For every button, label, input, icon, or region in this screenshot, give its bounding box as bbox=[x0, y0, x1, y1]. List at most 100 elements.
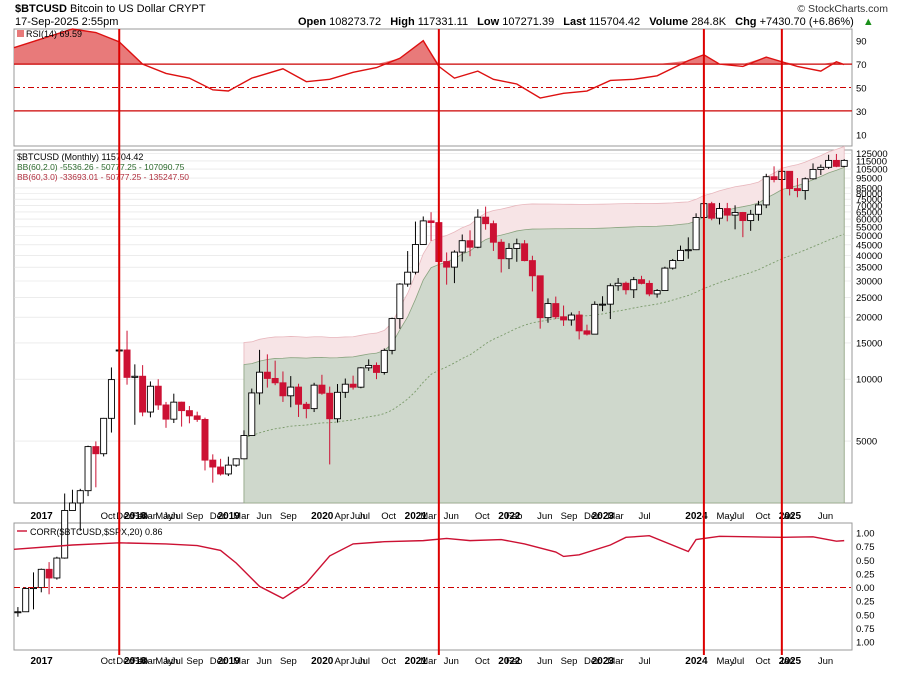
x-axis-label: Jul bbox=[732, 656, 744, 667]
x-axis-label: Apr bbox=[335, 511, 350, 522]
candle-body bbox=[606, 285, 614, 305]
candle-body bbox=[560, 316, 568, 321]
corr-tick-label: 0.75 bbox=[856, 624, 875, 635]
price-tick-label: 30000 bbox=[856, 277, 882, 288]
candle-body bbox=[552, 303, 560, 318]
candle-body bbox=[139, 375, 147, 413]
candle-body bbox=[489, 223, 497, 243]
candle-body bbox=[310, 384, 318, 410]
candle-body bbox=[318, 384, 326, 394]
x-axis-label: Feb bbox=[132, 511, 148, 522]
x-axis-label: Mar bbox=[233, 656, 249, 667]
candle-body bbox=[630, 279, 638, 291]
x-axis-label: Jun bbox=[163, 656, 178, 667]
candle-body bbox=[365, 364, 373, 369]
rsi-overbought-fill bbox=[14, 29, 845, 65]
quote-label-open: Open bbox=[298, 16, 330, 28]
candle-body bbox=[411, 244, 419, 273]
candle-body bbox=[427, 220, 435, 224]
x-axis-label: 2023 bbox=[592, 656, 615, 667]
price-tick-label: 35000 bbox=[856, 263, 882, 274]
x-axis-label: 2021 bbox=[405, 656, 428, 667]
quote-strip: Open 108273.72 High 117331.11 Low 107271… bbox=[298, 16, 874, 28]
candle-body bbox=[497, 241, 505, 260]
candle-body bbox=[107, 379, 115, 419]
bb-middle-line bbox=[243, 233, 845, 438]
candle-body bbox=[474, 216, 482, 248]
rsi-tick-label: 50 bbox=[856, 84, 867, 95]
x-axis-label: Jun bbox=[444, 656, 459, 667]
price-tick-label: 105000 bbox=[856, 165, 888, 176]
change-up-icon: ▲ bbox=[862, 16, 874, 28]
x-axis-label: Jul bbox=[358, 656, 370, 667]
candle-body bbox=[817, 166, 825, 170]
corr-tick-label: 0.75 bbox=[856, 542, 875, 553]
candle-body bbox=[232, 458, 240, 466]
candle-body bbox=[832, 159, 840, 167]
candle-body bbox=[762, 176, 770, 206]
candle-body bbox=[825, 159, 833, 168]
x-axis-label: Jun bbox=[257, 656, 272, 667]
x-axis-label: Dec bbox=[210, 511, 227, 522]
candle-body bbox=[684, 249, 692, 252]
x-axis-label: 2019 bbox=[218, 511, 241, 522]
candle-body bbox=[256, 371, 264, 394]
candle-body bbox=[388, 318, 396, 351]
candle-body bbox=[599, 303, 607, 306]
symbol: $BTCUSD bbox=[15, 3, 67, 15]
chart-title: $BTCUSD Bitcoin to US Dollar CRYPT bbox=[15, 3, 206, 15]
quote-value-high: 117331.11 bbox=[417, 16, 472, 28]
x-axis-label: May bbox=[155, 511, 173, 522]
bb3-legend: BB(60,3.0) -33693.01 - 50777.25 - 135247… bbox=[17, 172, 189, 182]
price-tick-label: 80000 bbox=[856, 189, 882, 200]
candle-body bbox=[801, 178, 809, 192]
candle-body bbox=[217, 466, 225, 475]
x-axis-label: 2021 bbox=[405, 511, 428, 522]
x-axis-label: Mar bbox=[140, 656, 156, 667]
x-axis-label: Jun bbox=[444, 511, 459, 522]
x-axis-label: 2022 bbox=[498, 656, 521, 667]
candle-body bbox=[505, 247, 513, 260]
candle-body bbox=[84, 446, 92, 492]
x-axis-label: Mar bbox=[420, 656, 436, 667]
candle-body bbox=[240, 435, 248, 460]
candle-body bbox=[567, 314, 575, 321]
corr-tick-label: 0.25 bbox=[856, 569, 875, 580]
candle-body bbox=[513, 243, 521, 249]
candle-body bbox=[622, 282, 630, 291]
candle-body bbox=[162, 404, 170, 420]
x-axis-label: Jun bbox=[818, 511, 833, 522]
x-axis-label: 2024 bbox=[685, 656, 708, 667]
x-axis-label: May bbox=[716, 511, 734, 522]
x-axis-label: Apr bbox=[335, 656, 350, 667]
x-axis-label: Sep bbox=[280, 656, 297, 667]
price-tick-label: 55000 bbox=[856, 222, 882, 233]
corr-legend: CORR($BTCUSD,$SPX,20) 0.86 bbox=[30, 527, 163, 537]
x-axis-label: Jan bbox=[779, 511, 794, 522]
candle-body bbox=[263, 371, 271, 379]
candle-body bbox=[747, 213, 755, 222]
corr-tick-label: 0.00 bbox=[856, 583, 875, 594]
candle-body bbox=[68, 502, 76, 511]
rsi-series-line bbox=[13, 28, 845, 99]
rsi-tick-label: 30 bbox=[856, 107, 867, 118]
candle-body bbox=[131, 375, 139, 378]
candle-body bbox=[295, 386, 303, 405]
x-axis-label: Jun bbox=[257, 511, 272, 522]
price-tick-label: 40000 bbox=[856, 251, 882, 262]
candle-body bbox=[193, 415, 201, 420]
candle-body bbox=[22, 588, 30, 613]
candle-body bbox=[76, 490, 84, 504]
candle-body bbox=[37, 568, 45, 589]
price-tick-label: 25000 bbox=[856, 293, 882, 304]
price-tick-label: 15000 bbox=[856, 338, 882, 349]
candle-body bbox=[544, 303, 552, 319]
price-tick-label: 5000 bbox=[856, 437, 877, 448]
x-axis-label: Sep bbox=[186, 656, 203, 667]
candle-body bbox=[450, 251, 458, 268]
rsi-tick-label: 10 bbox=[856, 130, 867, 141]
x-axis-label: Dec bbox=[116, 656, 133, 667]
candle-body bbox=[271, 377, 279, 384]
candle-body bbox=[645, 282, 653, 295]
